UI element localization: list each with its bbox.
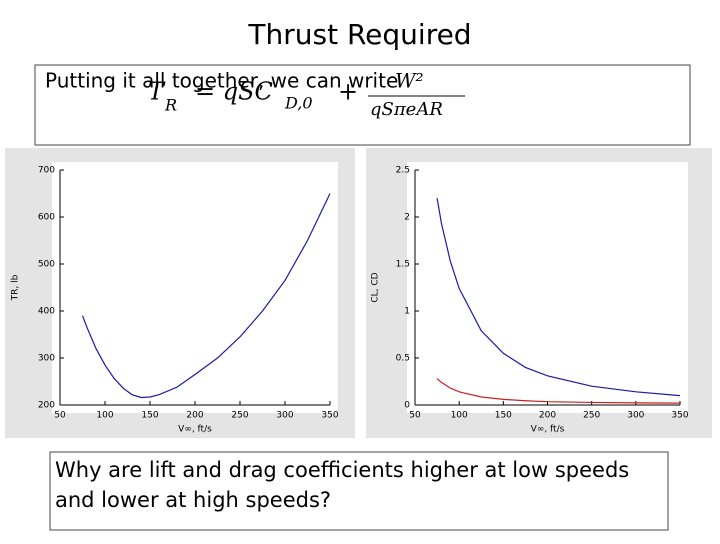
- x-tick-label: 50: [54, 411, 66, 421]
- y-tick-label: 500: [38, 260, 55, 270]
- formula-denominator: qSπeAR: [370, 99, 443, 120]
- plot-area: [407, 162, 688, 413]
- x-tick-label: 350: [671, 411, 688, 421]
- plot-area: [52, 162, 338, 413]
- data-line: [436, 198, 681, 397]
- formula-plus: +: [338, 78, 358, 106]
- x-tick-label: 150: [495, 411, 512, 421]
- x-tick-label: 300: [276, 411, 293, 421]
- data-line: [436, 378, 681, 404]
- question-text: Why are lift and drag coefficients highe…: [55, 458, 630, 512]
- y-tick-label: 2: [404, 213, 410, 223]
- formula-numerator: W²: [395, 69, 424, 93]
- formula: T R = qSC D,0 + W² qSπeAR: [148, 69, 465, 120]
- y-tick-label: 0: [404, 401, 410, 411]
- y-tick-label: 1: [404, 307, 410, 317]
- y-tick-label: 0.5: [396, 354, 410, 364]
- y-tick-label: 700: [38, 166, 55, 176]
- x-tick-label: 150: [141, 411, 158, 421]
- intro-box: [34, 64, 691, 146]
- y-axis-label: CL, CD: [371, 272, 381, 302]
- slide-title: Thrust Required: [247, 18, 471, 51]
- x-tick-label: 100: [451, 411, 468, 421]
- y-tick-label: 1.5: [396, 260, 410, 270]
- y-tick-label: 200: [38, 401, 55, 411]
- formula-lhs-sub: R: [164, 96, 177, 115]
- formula-term-sub: D,0: [284, 94, 313, 113]
- x-tick-label: 100: [96, 411, 113, 421]
- x-tick-label: 350: [321, 411, 338, 421]
- question-wrap: Why are lift and drag coefficients highe…: [55, 458, 630, 512]
- x-tick-label: 300: [627, 411, 644, 421]
- data-line: [81, 193, 331, 399]
- y-tick-label: 2.5: [396, 166, 410, 176]
- intro-text: Putting it all together, we can write: [45, 69, 398, 93]
- x-tick-label: 250: [231, 411, 248, 421]
- x-axis-label: V∞, ft/s: [178, 425, 212, 435]
- y-axis-label: TR, lb: [11, 274, 21, 301]
- x-tick-label: 200: [186, 411, 203, 421]
- y-tick-label: 600: [38, 213, 55, 223]
- x-tick-label: 200: [539, 411, 556, 421]
- x-tick-label: 50: [409, 411, 421, 421]
- y-tick-label: 300: [38, 354, 55, 364]
- y-tick-label: 400: [38, 307, 55, 317]
- question-box: [49, 451, 669, 531]
- formula-lhs: T: [148, 78, 166, 106]
- formula-term: = qSC: [195, 78, 273, 106]
- x-axis-label: V∞, ft/s: [531, 425, 565, 435]
- x-tick-label: 250: [583, 411, 600, 421]
